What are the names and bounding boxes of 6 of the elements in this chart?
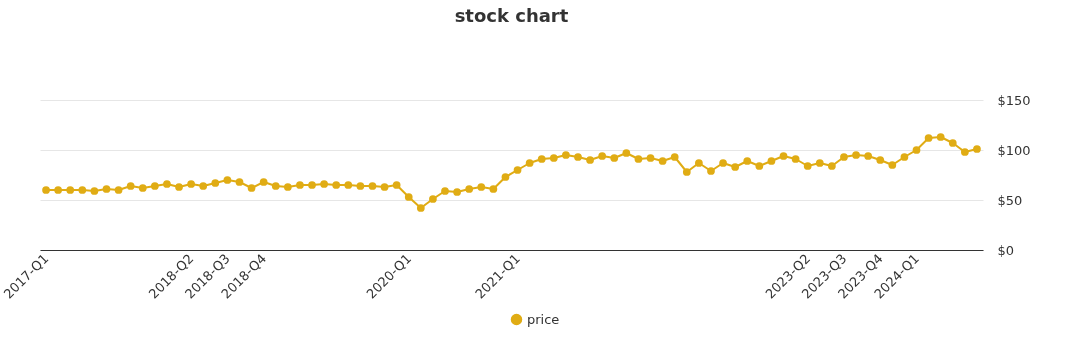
y-tick-label: $100 [997,142,1031,158]
chart-title: stock chart [454,5,569,26]
y-tick-label: $0 [997,242,1015,258]
y-tick-label: $50 [997,192,1023,208]
y-tick-label: $150 [997,92,1031,108]
legend-label: price [527,311,560,327]
